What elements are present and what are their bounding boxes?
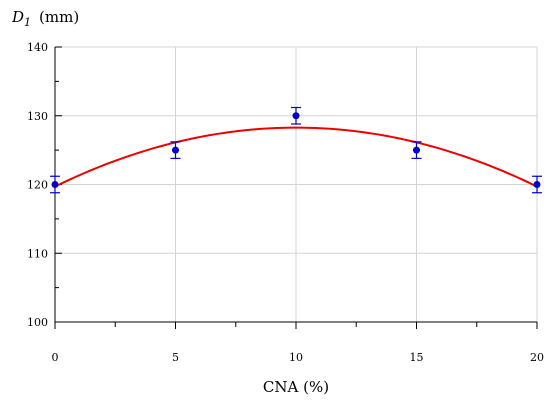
y-axis-title-main: D: [11, 8, 24, 26]
data-point: [413, 146, 420, 154]
y-axis-title-unit: (mm): [39, 8, 79, 26]
y-tick-label: 110: [27, 247, 48, 260]
y-axis-title-subscript: 1: [24, 16, 31, 29]
x-tick-label: 0: [52, 351, 59, 364]
y-tick-label: 120: [27, 179, 48, 192]
x-tick-labels: 0 5 10 15 20: [52, 351, 545, 364]
data-points: [51, 112, 541, 188]
y-tick-labels: 100 110 120 130 140: [27, 41, 48, 329]
y-tick-label: 100: [27, 316, 48, 329]
data-point: [51, 181, 59, 188]
fit-curve: [54, 126, 538, 188]
ticks: [54, 46, 538, 329]
x-tick-label: 15: [410, 351, 424, 364]
y-axis-title: D1 (mm): [11, 8, 79, 29]
y-tick-label: 130: [27, 110, 48, 123]
x-axis-title: CNA (%): [263, 378, 329, 396]
data-point: [292, 112, 300, 120]
data-point: [172, 146, 179, 154]
y-tick-label: 140: [27, 41, 48, 54]
grid-lines: [55, 46, 538, 322]
data-point: [533, 181, 541, 188]
x-tick-label: 5: [172, 351, 179, 364]
x-tick-label: 20: [530, 351, 544, 364]
x-tick-label: 10: [289, 351, 303, 364]
